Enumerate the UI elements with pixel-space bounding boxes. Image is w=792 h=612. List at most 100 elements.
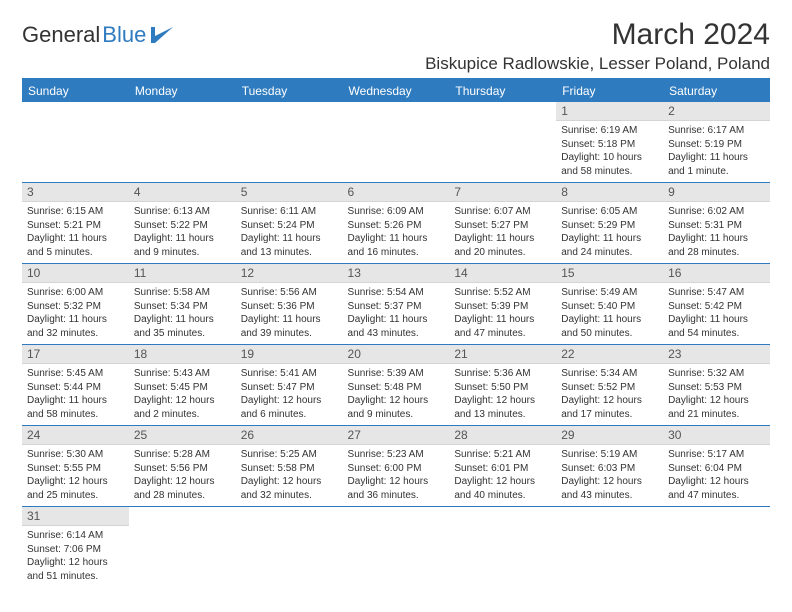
calendar-day-cell: 9Sunrise: 6:02 AMSunset: 5:31 PMDaylight… bbox=[663, 183, 770, 264]
sunset-text: Sunset: 5:29 PM bbox=[561, 219, 658, 233]
sunset-text: Sunset: 5:50 PM bbox=[454, 381, 551, 395]
calendar-day-cell: 22Sunrise: 5:34 AMSunset: 5:52 PMDayligh… bbox=[556, 345, 663, 426]
calendar-week-row: 1Sunrise: 6:19 AMSunset: 5:18 PMDaylight… bbox=[22, 102, 770, 183]
weekday-header: Saturday bbox=[663, 80, 770, 102]
daylight-text: Daylight: 12 hours and 17 minutes. bbox=[561, 394, 658, 421]
calendar-day-cell bbox=[22, 102, 129, 183]
sunrise-text: Sunrise: 6:13 AM bbox=[134, 205, 231, 219]
sunset-text: Sunset: 5:34 PM bbox=[134, 300, 231, 314]
calendar-day-cell: 3Sunrise: 6:15 AMSunset: 5:21 PMDaylight… bbox=[22, 183, 129, 264]
sunset-text: Sunset: 5:55 PM bbox=[27, 462, 124, 476]
calendar-day-cell: 23Sunrise: 5:32 AMSunset: 5:53 PMDayligh… bbox=[663, 345, 770, 426]
day-content: Sunrise: 5:34 AMSunset: 5:52 PMDaylight:… bbox=[556, 364, 663, 425]
day-content: Sunrise: 6:15 AMSunset: 5:21 PMDaylight:… bbox=[22, 202, 129, 263]
sunrise-text: Sunrise: 5:34 AM bbox=[561, 367, 658, 381]
logo-text-1: General bbox=[22, 22, 100, 48]
day-content: Sunrise: 5:17 AMSunset: 6:04 PMDaylight:… bbox=[663, 445, 770, 506]
day-content: Sunrise: 6:05 AMSunset: 5:29 PMDaylight:… bbox=[556, 202, 663, 263]
day-content: Sunrise: 5:25 AMSunset: 5:58 PMDaylight:… bbox=[236, 445, 343, 506]
day-number: 13 bbox=[343, 264, 450, 283]
calendar-day-cell bbox=[449, 102, 556, 183]
sunrise-text: Sunrise: 5:41 AM bbox=[241, 367, 338, 381]
sunrise-text: Sunrise: 6:07 AM bbox=[454, 205, 551, 219]
daylight-text: Daylight: 11 hours and 16 minutes. bbox=[348, 232, 445, 259]
day-number: 30 bbox=[663, 426, 770, 445]
calendar-day-cell bbox=[556, 507, 663, 588]
day-number: 8 bbox=[556, 183, 663, 202]
sunset-text: Sunset: 5:48 PM bbox=[348, 381, 445, 395]
calendar-day-cell bbox=[343, 102, 450, 183]
sunset-text: Sunset: 6:03 PM bbox=[561, 462, 658, 476]
daylight-text: Daylight: 11 hours and 28 minutes. bbox=[668, 232, 765, 259]
calendar-day-cell: 1Sunrise: 6:19 AMSunset: 5:18 PMDaylight… bbox=[556, 102, 663, 183]
sunrise-text: Sunrise: 6:05 AM bbox=[561, 205, 658, 219]
sunset-text: Sunset: 7:06 PM bbox=[27, 543, 124, 557]
day-content: Sunrise: 6:09 AMSunset: 5:26 PMDaylight:… bbox=[343, 202, 450, 263]
weekday-header: Monday bbox=[129, 80, 236, 102]
day-number: 4 bbox=[129, 183, 236, 202]
calendar-table: Sunday Monday Tuesday Wednesday Thursday… bbox=[22, 80, 770, 587]
calendar-week-row: 3Sunrise: 6:15 AMSunset: 5:21 PMDaylight… bbox=[22, 183, 770, 264]
sunrise-text: Sunrise: 5:47 AM bbox=[668, 286, 765, 300]
day-number: 16 bbox=[663, 264, 770, 283]
sunset-text: Sunset: 5:32 PM bbox=[27, 300, 124, 314]
calendar-day-cell: 25Sunrise: 5:28 AMSunset: 5:56 PMDayligh… bbox=[129, 426, 236, 507]
daylight-text: Daylight: 11 hours and 43 minutes. bbox=[348, 313, 445, 340]
daylight-text: Daylight: 11 hours and 20 minutes. bbox=[454, 232, 551, 259]
day-content: Sunrise: 6:00 AMSunset: 5:32 PMDaylight:… bbox=[22, 283, 129, 344]
sunrise-text: Sunrise: 6:17 AM bbox=[668, 124, 765, 138]
daylight-text: Daylight: 12 hours and 2 minutes. bbox=[134, 394, 231, 421]
daylight-text: Daylight: 11 hours and 39 minutes. bbox=[241, 313, 338, 340]
day-number: 14 bbox=[449, 264, 556, 283]
sunrise-text: Sunrise: 5:23 AM bbox=[348, 448, 445, 462]
sunset-text: Sunset: 5:31 PM bbox=[668, 219, 765, 233]
sunset-text: Sunset: 5:36 PM bbox=[241, 300, 338, 314]
logo: GeneralBlue bbox=[22, 18, 173, 48]
calendar-day-cell: 6Sunrise: 6:09 AMSunset: 5:26 PMDaylight… bbox=[343, 183, 450, 264]
calendar-day-cell bbox=[663, 507, 770, 588]
daylight-text: Daylight: 11 hours and 58 minutes. bbox=[27, 394, 124, 421]
calendar-day-cell: 26Sunrise: 5:25 AMSunset: 5:58 PMDayligh… bbox=[236, 426, 343, 507]
day-number: 20 bbox=[343, 345, 450, 364]
sunrise-text: Sunrise: 5:56 AM bbox=[241, 286, 338, 300]
day-content: Sunrise: 5:41 AMSunset: 5:47 PMDaylight:… bbox=[236, 364, 343, 425]
sunset-text: Sunset: 5:37 PM bbox=[348, 300, 445, 314]
day-number: 1 bbox=[556, 102, 663, 121]
calendar-day-cell: 4Sunrise: 6:13 AMSunset: 5:22 PMDaylight… bbox=[129, 183, 236, 264]
sunrise-text: Sunrise: 5:25 AM bbox=[241, 448, 338, 462]
day-content: Sunrise: 6:02 AMSunset: 5:31 PMDaylight:… bbox=[663, 202, 770, 263]
sunrise-text: Sunrise: 6:19 AM bbox=[561, 124, 658, 138]
day-content: Sunrise: 5:45 AMSunset: 5:44 PMDaylight:… bbox=[22, 364, 129, 425]
daylight-text: Daylight: 12 hours and 28 minutes. bbox=[134, 475, 231, 502]
day-number: 23 bbox=[663, 345, 770, 364]
sunrise-text: Sunrise: 5:43 AM bbox=[134, 367, 231, 381]
day-number: 29 bbox=[556, 426, 663, 445]
calendar-day-cell: 18Sunrise: 5:43 AMSunset: 5:45 PMDayligh… bbox=[129, 345, 236, 426]
sunrise-text: Sunrise: 5:32 AM bbox=[668, 367, 765, 381]
day-content: Sunrise: 5:28 AMSunset: 5:56 PMDaylight:… bbox=[129, 445, 236, 506]
sunrise-text: Sunrise: 5:39 AM bbox=[348, 367, 445, 381]
daylight-text: Daylight: 11 hours and 24 minutes. bbox=[561, 232, 658, 259]
calendar-day-cell: 10Sunrise: 6:00 AMSunset: 5:32 PMDayligh… bbox=[22, 264, 129, 345]
day-number: 11 bbox=[129, 264, 236, 283]
calendar-day-cell: 28Sunrise: 5:21 AMSunset: 6:01 PMDayligh… bbox=[449, 426, 556, 507]
sunset-text: Sunset: 5:52 PM bbox=[561, 381, 658, 395]
sunset-text: Sunset: 5:27 PM bbox=[454, 219, 551, 233]
daylight-text: Daylight: 11 hours and 35 minutes. bbox=[134, 313, 231, 340]
day-content: Sunrise: 5:36 AMSunset: 5:50 PMDaylight:… bbox=[449, 364, 556, 425]
calendar-day-cell bbox=[343, 507, 450, 588]
sunrise-text: Sunrise: 6:00 AM bbox=[27, 286, 124, 300]
daylight-text: Daylight: 12 hours and 13 minutes. bbox=[454, 394, 551, 421]
calendar-day-cell: 15Sunrise: 5:49 AMSunset: 5:40 PMDayligh… bbox=[556, 264, 663, 345]
sunset-text: Sunset: 5:44 PM bbox=[27, 381, 124, 395]
calendar-day-cell bbox=[129, 507, 236, 588]
daylight-text: Daylight: 12 hours and 40 minutes. bbox=[454, 475, 551, 502]
calendar-day-cell bbox=[236, 102, 343, 183]
day-content: Sunrise: 6:17 AMSunset: 5:19 PMDaylight:… bbox=[663, 121, 770, 182]
daylight-text: Daylight: 12 hours and 51 minutes. bbox=[27, 556, 124, 583]
sunset-text: Sunset: 5:42 PM bbox=[668, 300, 765, 314]
daylight-text: Daylight: 11 hours and 47 minutes. bbox=[454, 313, 551, 340]
header: GeneralBlue March 2024 Biskupice Radlows… bbox=[22, 18, 770, 74]
day-content: Sunrise: 5:39 AMSunset: 5:48 PMDaylight:… bbox=[343, 364, 450, 425]
sunset-text: Sunset: 5:45 PM bbox=[134, 381, 231, 395]
